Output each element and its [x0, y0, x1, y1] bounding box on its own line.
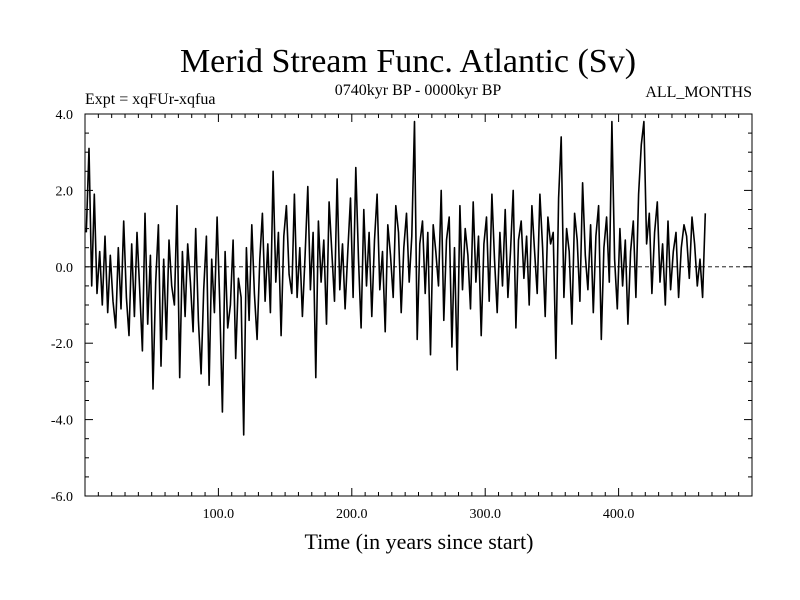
chart-title: Merid Stream Func. Atlantic (Sv) — [180, 43, 636, 80]
x-tick-label: 400.0 — [603, 507, 635, 522]
x-tick-label: 300.0 — [469, 507, 501, 522]
months-label: ALL_MONTHS — [645, 84, 752, 101]
experiment-label: Expt = xqFUr-xqfua — [85, 91, 215, 108]
x-axis-label: Time (in years since start) — [305, 529, 534, 554]
x-tick-label: 100.0 — [203, 507, 235, 522]
y-tick-label: -2.0 — [51, 337, 73, 352]
x-tick-label: 200.0 — [336, 507, 368, 522]
y-tick-label: -4.0 — [51, 414, 73, 429]
y-tick-label: -6.0 — [51, 490, 73, 505]
y-tick-label: 2.0 — [56, 184, 74, 199]
y-tick-label: 0.0 — [56, 261, 74, 276]
y-tick-label: 4.0 — [56, 108, 74, 123]
series-line-0 — [85, 120, 707, 436]
time-range-label: 0740kyr BP - 0000kyr BP — [335, 82, 502, 99]
